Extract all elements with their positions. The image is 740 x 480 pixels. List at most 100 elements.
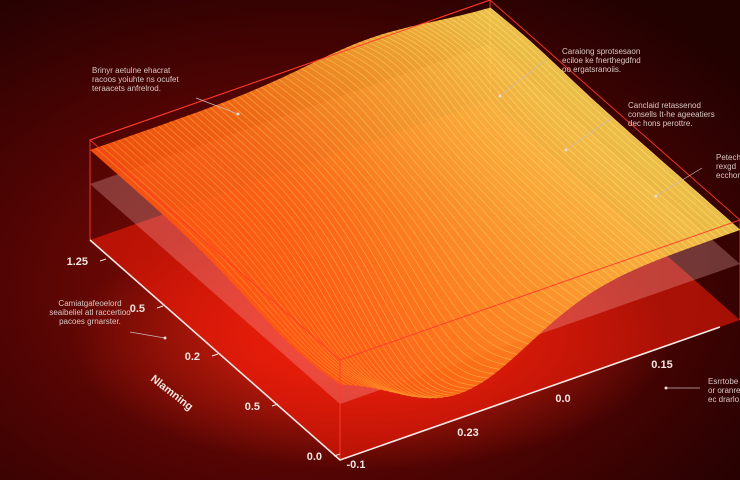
surface-line <box>95 147 346 386</box>
surface-strip <box>404 26 660 262</box>
tick-mark <box>271 403 279 407</box>
annotation-text: racoos yoiuhte ns ocufet <box>92 75 179 84</box>
surface-line <box>209 107 461 394</box>
surface-line <box>135 133 386 392</box>
surface-strip <box>461 13 718 241</box>
surface-line <box>369 37 621 277</box>
surface-line <box>186 115 438 399</box>
surface-line <box>146 129 398 394</box>
surface-strip <box>392 29 649 267</box>
surface-line <box>226 100 478 386</box>
surface-line <box>158 125 409 397</box>
surface-line <box>244 93 495 375</box>
left-tick-label: 0.2 <box>185 351 200 363</box>
surface-strip <box>410 25 666 259</box>
surface-strip <box>324 54 580 305</box>
surface-line <box>175 119 426 399</box>
surface-line <box>192 113 443 398</box>
surface-line <box>284 76 535 340</box>
surface-line <box>489 7 740 231</box>
left-tick-label: 0.5 <box>245 401 260 413</box>
surface-line <box>141 131 392 393</box>
surface-line <box>472 12 724 237</box>
leader-dot <box>664 386 668 390</box>
annotation-text: Petech <box>716 153 740 162</box>
surface-strip <box>312 60 569 314</box>
surface-line <box>124 137 375 389</box>
surface-strip <box>432 20 689 251</box>
surface-line <box>364 40 615 280</box>
left-tick-label: 0.0 <box>307 451 322 463</box>
surface-strip <box>101 144 358 386</box>
surface-line <box>352 44 604 287</box>
surface-line <box>484 9 735 233</box>
surface-strip <box>438 19 695 249</box>
surface-strip <box>330 52 586 301</box>
surface-line <box>112 141 364 387</box>
surface-line <box>438 20 689 249</box>
annotation-text: Esrrtobe <box>708 377 739 386</box>
surface-line <box>215 105 466 392</box>
surface-strip <box>307 62 563 319</box>
surface-line <box>312 62 564 315</box>
surface-line <box>301 68 552 324</box>
surface-line <box>398 29 649 264</box>
surface-strip <box>455 15 712 243</box>
surface-line <box>164 123 415 397</box>
surface-line <box>169 121 421 398</box>
front-tick-label: 0.15 <box>651 359 672 371</box>
surface-line <box>335 51 586 297</box>
annotation-text: pacoes grnarster. <box>59 317 121 326</box>
surface-line <box>261 86 512 361</box>
surface-line <box>318 59 569 310</box>
tick-mark <box>333 453 341 457</box>
leader-dot <box>654 194 658 198</box>
annotation-text: or oranre <box>708 386 740 395</box>
annotation-text: Brinyr aetulne ehacrat <box>92 66 171 75</box>
surface-strip <box>301 65 558 324</box>
annotation-text: oo ergatsranoiis. <box>562 65 621 74</box>
surface-line <box>198 111 449 397</box>
surface-line <box>101 145 352 386</box>
left-tick-label: 1.25 <box>67 256 88 268</box>
leader-dot <box>236 112 240 116</box>
surface-line <box>295 70 546 329</box>
surface-line <box>129 135 381 390</box>
front-tick-label: 0.0 <box>555 393 570 405</box>
surface-line <box>152 127 404 395</box>
surface-line <box>278 78 529 345</box>
tick-mark <box>211 353 219 357</box>
leader-dot <box>163 336 167 340</box>
surface-line <box>249 91 501 370</box>
surface-strip <box>341 47 598 293</box>
surface-strip <box>387 31 643 269</box>
surface-strip <box>90 148 346 385</box>
surface-line <box>386 32 638 269</box>
tick-mark <box>156 305 164 309</box>
annotation-text: dec hons perottre. <box>628 119 692 128</box>
annotation-text: Caraiong sprotsesaon <box>562 47 640 56</box>
surface-line <box>466 13 718 239</box>
surface-line <box>324 57 575 306</box>
surface-line <box>181 117 432 399</box>
leader-line <box>195 97 239 115</box>
surface-line <box>266 84 518 355</box>
surface-line <box>341 49 592 294</box>
surface-line <box>221 102 472 389</box>
surface-strip <box>444 17 700 247</box>
box-edge <box>89 0 740 361</box>
surface-line <box>232 98 483 383</box>
surface-line <box>449 17 701 245</box>
surface-strip <box>450 16 706 245</box>
surface-line <box>404 27 655 262</box>
surface-line <box>306 65 558 319</box>
surface-line <box>346 46 598 290</box>
leader-dot <box>564 148 568 152</box>
left-tick-label: 0.5 <box>130 303 145 315</box>
annotation-text: Canclaid retassenod <box>628 101 701 110</box>
front-tick-label: -0.1 <box>347 459 366 471</box>
surface-line <box>255 89 506 365</box>
surface-line <box>106 143 358 387</box>
surface-strip <box>318 57 575 310</box>
